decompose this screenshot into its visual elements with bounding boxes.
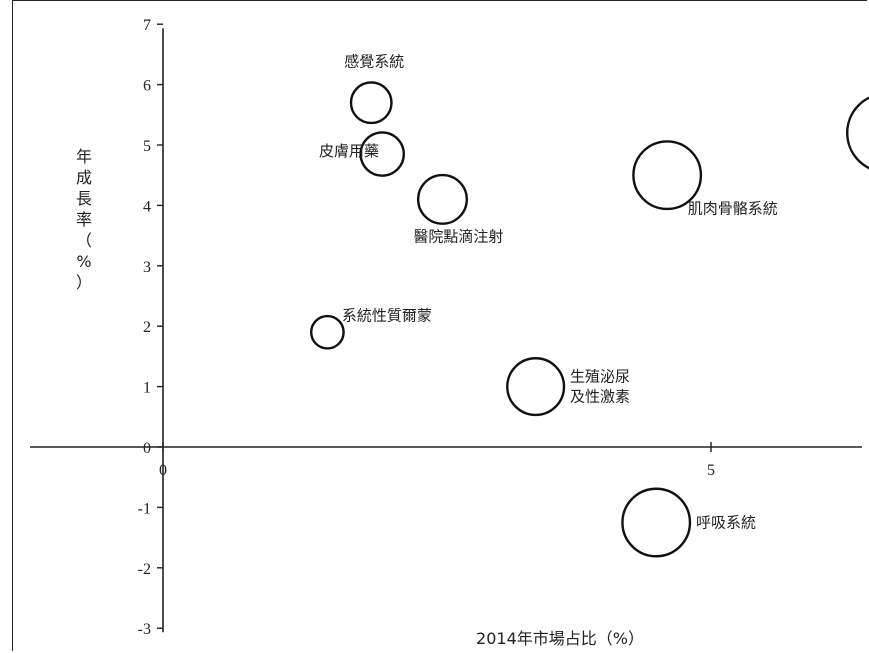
y-tick-label: -3 xyxy=(138,621,151,638)
bubble-label: 呼吸系統 xyxy=(696,514,756,532)
bubble xyxy=(359,131,406,177)
bubble xyxy=(621,487,692,558)
bubble-label: 肌肉骨骼系統 xyxy=(688,200,778,218)
y-axis-title-char: 長 xyxy=(76,189,92,208)
bubble xyxy=(416,173,468,225)
x-axis-title: 2014年市場占比（%） xyxy=(476,629,644,648)
bubbles xyxy=(309,81,869,558)
y-tick-label: -1 xyxy=(138,500,151,517)
bubble-label: 及性激素 xyxy=(570,388,630,406)
y-tick-label: 6 xyxy=(143,78,151,95)
y-axis-title-char: 成 xyxy=(76,168,92,187)
bubble-labels: 抗腫瘤及免疫血液及造血器官感覺系統皮膚用藥醫院點滴注射肌肉骨骼系統系統性質爾蒙生… xyxy=(319,52,778,532)
bubble xyxy=(349,81,393,125)
bubble-label: 醫院點滴注射 xyxy=(413,228,503,246)
chart-frame xyxy=(12,0,867,651)
bubble xyxy=(846,96,869,170)
y-tick-label: -2 xyxy=(138,561,151,578)
y-tick-label: 0 xyxy=(143,440,151,457)
y-tick-label: 3 xyxy=(143,259,151,276)
bubble-label: 皮膚用藥 xyxy=(319,142,379,160)
x-tick-label: 0 xyxy=(159,462,167,479)
x-tick-label: 5 xyxy=(707,462,715,479)
y-axis-title-char: % xyxy=(76,252,91,271)
y-tick-label: 5 xyxy=(143,138,151,155)
y-tick-label: 1 xyxy=(143,380,151,397)
bubble-label: 生殖泌尿 xyxy=(570,368,630,386)
bubble xyxy=(632,140,703,211)
axes xyxy=(30,28,862,633)
bubble-label: 感覺系統 xyxy=(344,52,404,70)
y-axis-title-char: 率 xyxy=(76,210,92,229)
y-axis-title-char: 年 xyxy=(76,147,92,166)
bubble xyxy=(309,314,345,350)
y-axis-title-char: （ xyxy=(76,231,92,250)
y-tick-label: 2 xyxy=(143,319,151,336)
y-tick-label: 7 xyxy=(143,17,151,34)
y-tick-label: 4 xyxy=(143,198,151,215)
bubble xyxy=(506,357,566,417)
y-axis-title-char: ） xyxy=(76,273,92,292)
ticks: -5051015202576543210-1-2-3 xyxy=(138,17,715,638)
bubble-label: 系統性質爾蒙 xyxy=(342,307,432,325)
